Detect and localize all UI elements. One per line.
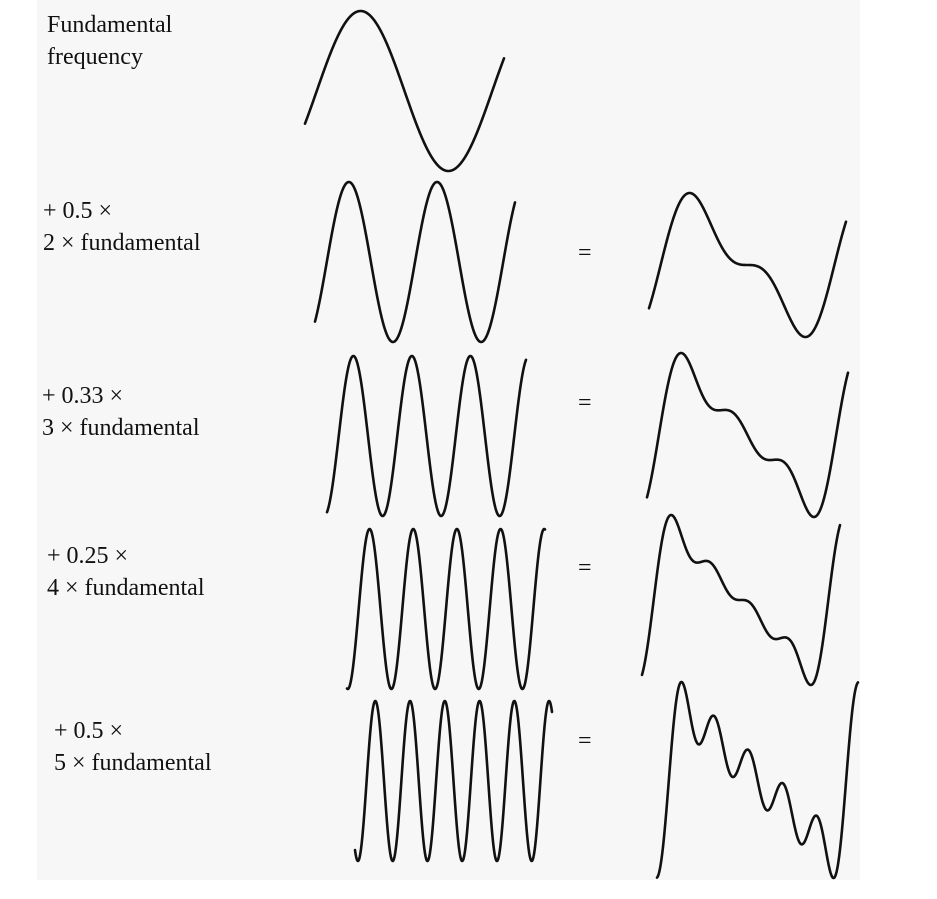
row-label-line2: 4 × fundamental — [47, 575, 205, 601]
row-label-harmonic-2: + 0.5 × 2 × fundamental — [43, 195, 201, 259]
row-label-line2: frequency — [47, 44, 143, 70]
sum-through-harmonic-5-wave — [655, 680, 860, 880]
row-label-line1: + 0.33 × — [42, 383, 124, 409]
equals-sign: = — [578, 390, 592, 416]
row-label-line2: 3 × fundamental — [42, 415, 200, 441]
harmonic-3-wave — [325, 354, 528, 518]
harmonic-1-wave — [303, 9, 506, 173]
row-label-harmonic-3: + 0.33 × 3 × fundamental — [42, 380, 200, 444]
row-label-harmonic-5: + 0.5 × 5 × fundamental — [54, 715, 212, 779]
equals-sign: = — [578, 728, 592, 754]
row-label-line1: + 0.25 × — [47, 543, 129, 569]
sum-through-harmonic-3-wave — [645, 351, 850, 519]
harmonic-5-wave — [353, 699, 554, 863]
row-label-line1: Fundamental — [47, 12, 173, 38]
equals-sign: = — [578, 555, 592, 581]
row-label-harmonic-4: + 0.25 × 4 × fundamental — [47, 540, 205, 604]
harmonic-4-wave — [345, 527, 547, 691]
row-label-line1: + 0.5 × — [43, 198, 113, 224]
row-label-line2: 5 × fundamental — [54, 750, 212, 776]
sum-through-harmonic-2-wave — [647, 191, 848, 339]
row-label-line2: 2 × fundamental — [43, 230, 201, 256]
row-label-fundamental: Fundamental frequency — [47, 9, 172, 73]
diagram-panel — [37, 0, 860, 880]
row-label-line1: + 0.5 × — [54, 718, 124, 744]
equals-sign: = — [578, 240, 592, 266]
sum-through-harmonic-4-wave — [640, 513, 842, 687]
harmonic-2-wave — [313, 180, 517, 344]
